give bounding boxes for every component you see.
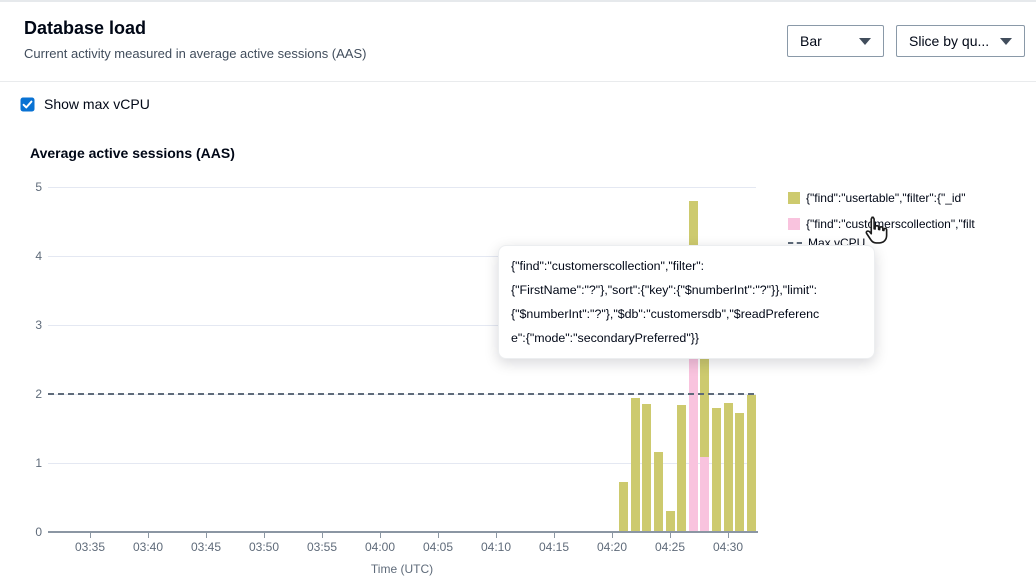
gridline xyxy=(48,324,756,326)
x-axis-tick-label: 04:20 xyxy=(596,540,628,554)
max-vcpu-line xyxy=(48,393,756,395)
header-divider xyxy=(0,81,1036,82)
x-axis-line xyxy=(48,531,758,533)
bar-segment[interactable] xyxy=(700,457,710,532)
chevron-down-icon xyxy=(1000,37,1012,45)
x-axis-tick-mark xyxy=(147,533,149,538)
x-axis-tick-mark xyxy=(669,533,671,538)
x-axis-tick-label: 04:05 xyxy=(422,540,454,554)
legend-item[interactable]: {"find":"usertable","filter":{"_id" xyxy=(788,191,1028,205)
x-axis-tick-mark xyxy=(321,533,323,538)
x-axis-tick-mark xyxy=(263,533,265,538)
gridline xyxy=(48,255,756,257)
x-axis-tick-mark xyxy=(205,533,207,538)
page-title: Database load xyxy=(24,18,147,38)
x-axis-tick-label: 04:10 xyxy=(480,540,512,554)
x-axis-tick-label: 04:00 xyxy=(364,540,396,554)
x-axis-tick-label: 03:35 xyxy=(74,540,106,554)
x-axis-tick-label: 03:50 xyxy=(248,540,280,554)
x-axis-tick-mark xyxy=(611,533,613,538)
x-axis-tick-mark xyxy=(89,533,91,538)
x-axis-tick-mark xyxy=(437,533,439,538)
gridline xyxy=(48,462,756,464)
chart-title: Average active sessions (AAS) xyxy=(30,145,235,161)
x-axis-tick-label: 03:45 xyxy=(190,540,222,554)
bar-segment[interactable] xyxy=(619,482,629,532)
x-axis-title: Time (UTC) xyxy=(370,562,434,576)
chart-type-select[interactable]: Bar xyxy=(787,25,884,57)
x-axis-tick-mark xyxy=(379,533,381,538)
x-axis-tick-mark xyxy=(495,533,497,538)
y-axis-tick-label: 4 xyxy=(35,249,42,263)
slice-by-select-value: Slice by qu... xyxy=(909,33,990,49)
x-axis-tick-label: 03:40 xyxy=(132,540,164,554)
gridline xyxy=(48,186,756,188)
query-tooltip: {"find":"customerscollection","filter": … xyxy=(498,245,875,359)
chevron-down-icon xyxy=(859,37,871,45)
bar-segment[interactable] xyxy=(677,405,687,532)
y-axis-tick-label: 1 xyxy=(35,456,42,470)
x-axis-tick-label: 04:15 xyxy=(538,540,570,554)
bar-segment[interactable] xyxy=(642,404,652,532)
page-subtitle: Current activity measured in average act… xyxy=(24,46,367,61)
legend-item[interactable]: {"find":"customerscollection","filt xyxy=(788,217,1028,231)
x-axis-tick-mark xyxy=(553,533,555,538)
color-swatch-icon xyxy=(788,218,800,230)
y-axis-tick-label: 2 xyxy=(35,387,42,401)
y-axis-tick-label: 0 xyxy=(35,525,42,539)
slice-by-select[interactable]: Slice by qu... xyxy=(896,25,1025,57)
bar-segment[interactable] xyxy=(735,412,745,532)
bar-segment[interactable] xyxy=(700,312,710,458)
x-axis-tick-mark xyxy=(727,533,729,538)
x-axis-tick-label: 04:30 xyxy=(712,540,744,554)
x-axis-tick-label: 03:55 xyxy=(306,540,338,554)
checkbox-checked-icon xyxy=(20,97,35,111)
legend-item-label: {"find":"customerscollection","filt xyxy=(806,217,975,231)
bar-segment[interactable] xyxy=(746,395,756,532)
color-swatch-icon xyxy=(788,192,800,204)
show-max-vcpu-label: Show max vCPU xyxy=(44,96,150,112)
y-axis-tick-label: 3 xyxy=(35,318,42,332)
bar-segment[interactable] xyxy=(665,511,675,532)
bar-segment[interactable] xyxy=(723,402,733,532)
x-axis-tick-label: 04:25 xyxy=(654,540,686,554)
bar-segment[interactable] xyxy=(630,398,640,532)
dashed-line-swatch-icon xyxy=(788,242,802,244)
chart-type-select-value: Bar xyxy=(800,33,822,49)
y-axis-tick-label: 5 xyxy=(35,180,42,194)
bar-segment[interactable] xyxy=(688,304,698,532)
bar-segment[interactable] xyxy=(653,451,663,532)
bar-segment[interactable] xyxy=(711,407,721,532)
legend-item-label: {"find":"usertable","filter":{"_id" xyxy=(806,191,966,205)
show-max-vcpu-checkbox[interactable]: Show max vCPU xyxy=(20,96,150,112)
